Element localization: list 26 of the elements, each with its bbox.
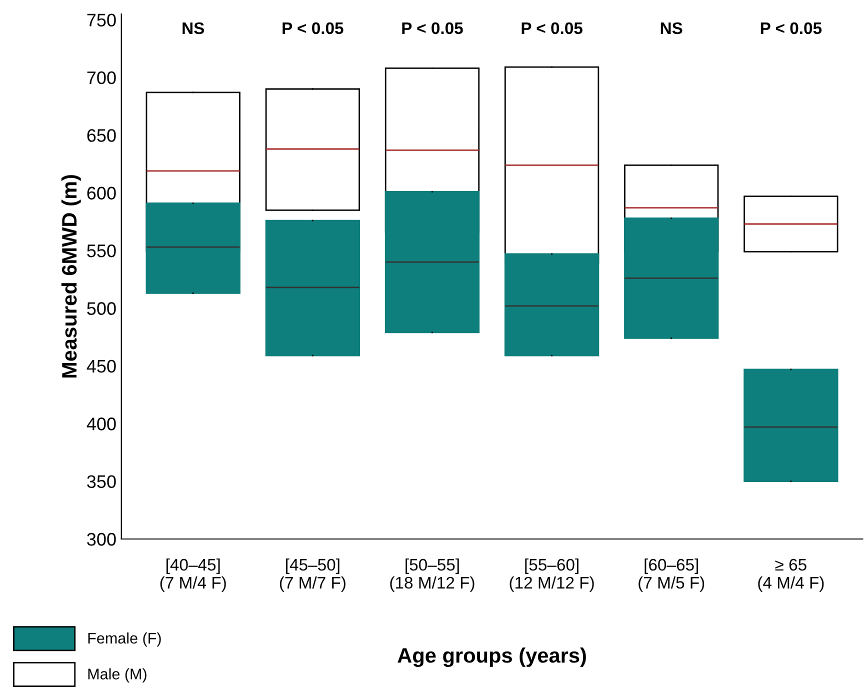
x-tick-label: ≥ 65 (4 M/4 F) xyxy=(758,558,824,592)
x-tick-label: [45–50] (7 M/7 F) xyxy=(280,558,346,592)
y-tick-label: 450 xyxy=(86,360,116,373)
y-tick-label: 600 xyxy=(87,186,116,200)
y-tick-label: 550 xyxy=(87,244,116,258)
annotation: P < 0.05 xyxy=(402,22,463,34)
x-axis-title: Age groups (years) xyxy=(398,647,586,667)
y-tick-label: 400 xyxy=(86,418,116,430)
y-axis-title: Measured 6MWD (m) xyxy=(61,175,81,378)
x-tick-label: [55–60] (12 M/12 F) xyxy=(510,558,594,592)
annotation: NS xyxy=(660,22,682,34)
y-tick-label: 500 xyxy=(87,302,116,315)
annotation: P < 0.05 xyxy=(522,22,582,34)
y-tick-label: 750 xyxy=(87,14,116,26)
x-tick-label: [60–65] (7 M/5 F) xyxy=(638,558,704,592)
annotation: P < 0.05 xyxy=(760,22,822,34)
annotation: NS xyxy=(182,22,204,34)
x-tick-label: [50–55] (18 M/12 F) xyxy=(390,558,474,592)
x-tick-label: [40–45] (7 M/4 F) xyxy=(160,558,226,592)
annotation: P < 0.05 xyxy=(282,22,344,34)
y-tick-label: 300 xyxy=(87,532,116,546)
y-tick-label: 350 xyxy=(87,475,116,488)
legend-label: Female (F) xyxy=(88,632,161,647)
legend-label: Male (M) xyxy=(88,668,146,682)
y-tick-label: 700 xyxy=(87,71,116,84)
y-tick-label: 650 xyxy=(87,129,116,142)
